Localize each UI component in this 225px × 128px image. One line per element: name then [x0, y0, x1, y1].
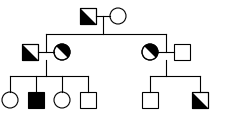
Polygon shape: [192, 92, 208, 108]
Circle shape: [2, 92, 18, 108]
Circle shape: [142, 44, 158, 60]
Circle shape: [110, 8, 126, 24]
Wedge shape: [144, 44, 158, 58]
Circle shape: [54, 44, 70, 60]
Polygon shape: [142, 92, 158, 108]
Polygon shape: [28, 92, 44, 108]
Circle shape: [54, 92, 70, 108]
Polygon shape: [80, 8, 96, 24]
Polygon shape: [80, 92, 96, 108]
Polygon shape: [174, 44, 190, 60]
Polygon shape: [22, 44, 38, 60]
Polygon shape: [192, 92, 208, 108]
Polygon shape: [22, 44, 38, 60]
Wedge shape: [56, 44, 70, 58]
Polygon shape: [80, 8, 96, 24]
